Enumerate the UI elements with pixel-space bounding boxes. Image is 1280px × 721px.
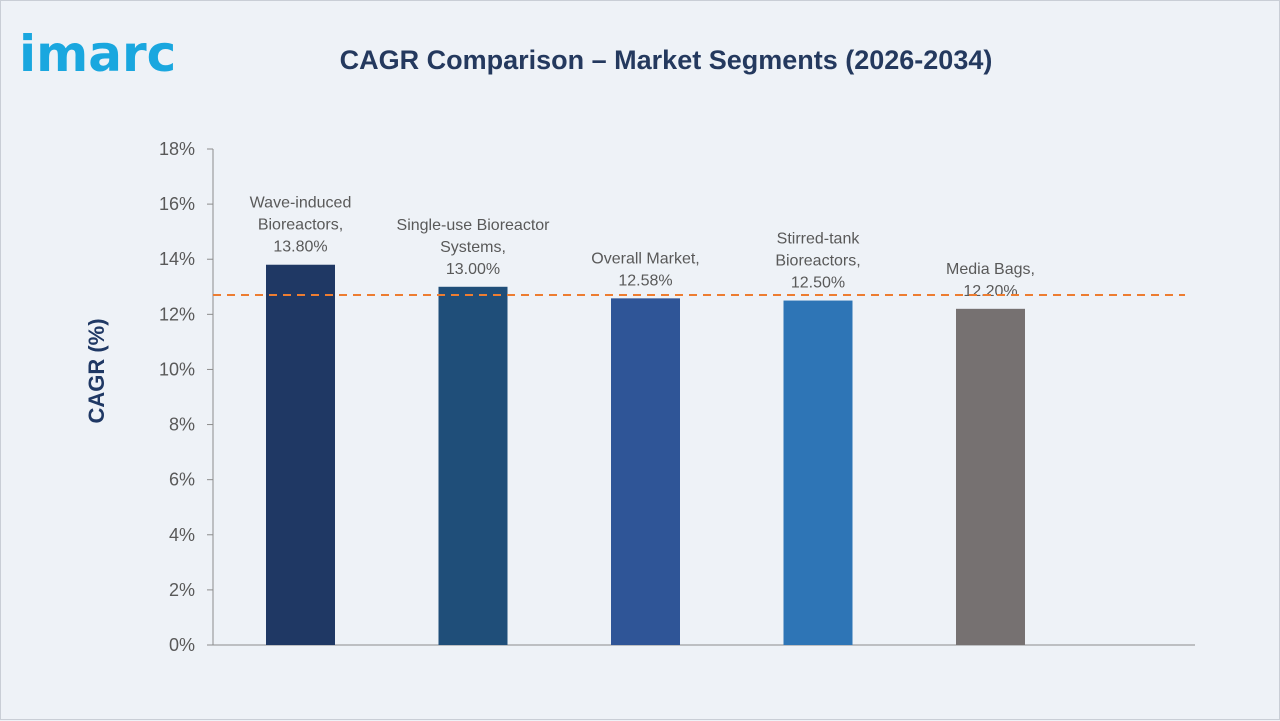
y-tick-label: 18%: [159, 139, 195, 159]
bar-data-label-line: 12.50%: [791, 275, 845, 292]
bar-data-label: Overall Market, 12.58%: [591, 250, 699, 289]
bar-data-label-line: Bioreactors,: [258, 217, 343, 234]
bar: [611, 298, 680, 645]
y-tick-label: 0%: [169, 635, 195, 655]
bar-data-label-line: Systems,: [440, 239, 506, 256]
bar-data-label-line: Bioreactors,: [775, 253, 860, 270]
chart-title: CAGR Comparison – Market Segments (2026-…: [339, 45, 993, 75]
bar-data-label-line: Single-use Bioreactor: [397, 217, 551, 234]
y-tick-label: 2%: [169, 580, 195, 600]
y-tick-label: 12%: [159, 304, 195, 324]
bar-data-label: Wave-induced Bioreactors, 13.80%: [250, 195, 352, 256]
bar-data-label-line: 12.20%: [963, 283, 1017, 300]
bar-data-label-line: Stirred-tank: [777, 231, 861, 248]
y-tick-label: 8%: [169, 415, 195, 435]
bar-data-label: Stirred-tank Bioreactors, 12.50%: [775, 231, 860, 292]
bar: [956, 308, 1025, 645]
y-tick-label: 16%: [159, 194, 195, 214]
y-tick-label: 6%: [169, 470, 195, 490]
bar: [783, 300, 853, 645]
bar: [438, 286, 508, 645]
bar-data-label: Single-use Bioreactor Systems, 13.00%: [397, 217, 551, 278]
bar-data-label-line: Overall Market,: [591, 250, 699, 267]
bar-data-label-line: 13.80%: [273, 239, 327, 256]
bar: [266, 264, 335, 645]
y-tick-label: 10%: [159, 359, 195, 379]
bar-data-label-line: Media Bags,: [946, 261, 1035, 278]
y-tick-label: 14%: [159, 249, 195, 269]
bar-data-label-line: Wave-induced: [250, 195, 352, 212]
bar-data-label-line: 12.58%: [618, 272, 672, 289]
bar-data-label: Media Bags, 12.20%: [946, 261, 1035, 300]
y-tick-label: 4%: [169, 525, 195, 545]
bar-data-label-line: 13.00%: [446, 261, 500, 278]
imarc-logo: imarc: [19, 25, 177, 83]
